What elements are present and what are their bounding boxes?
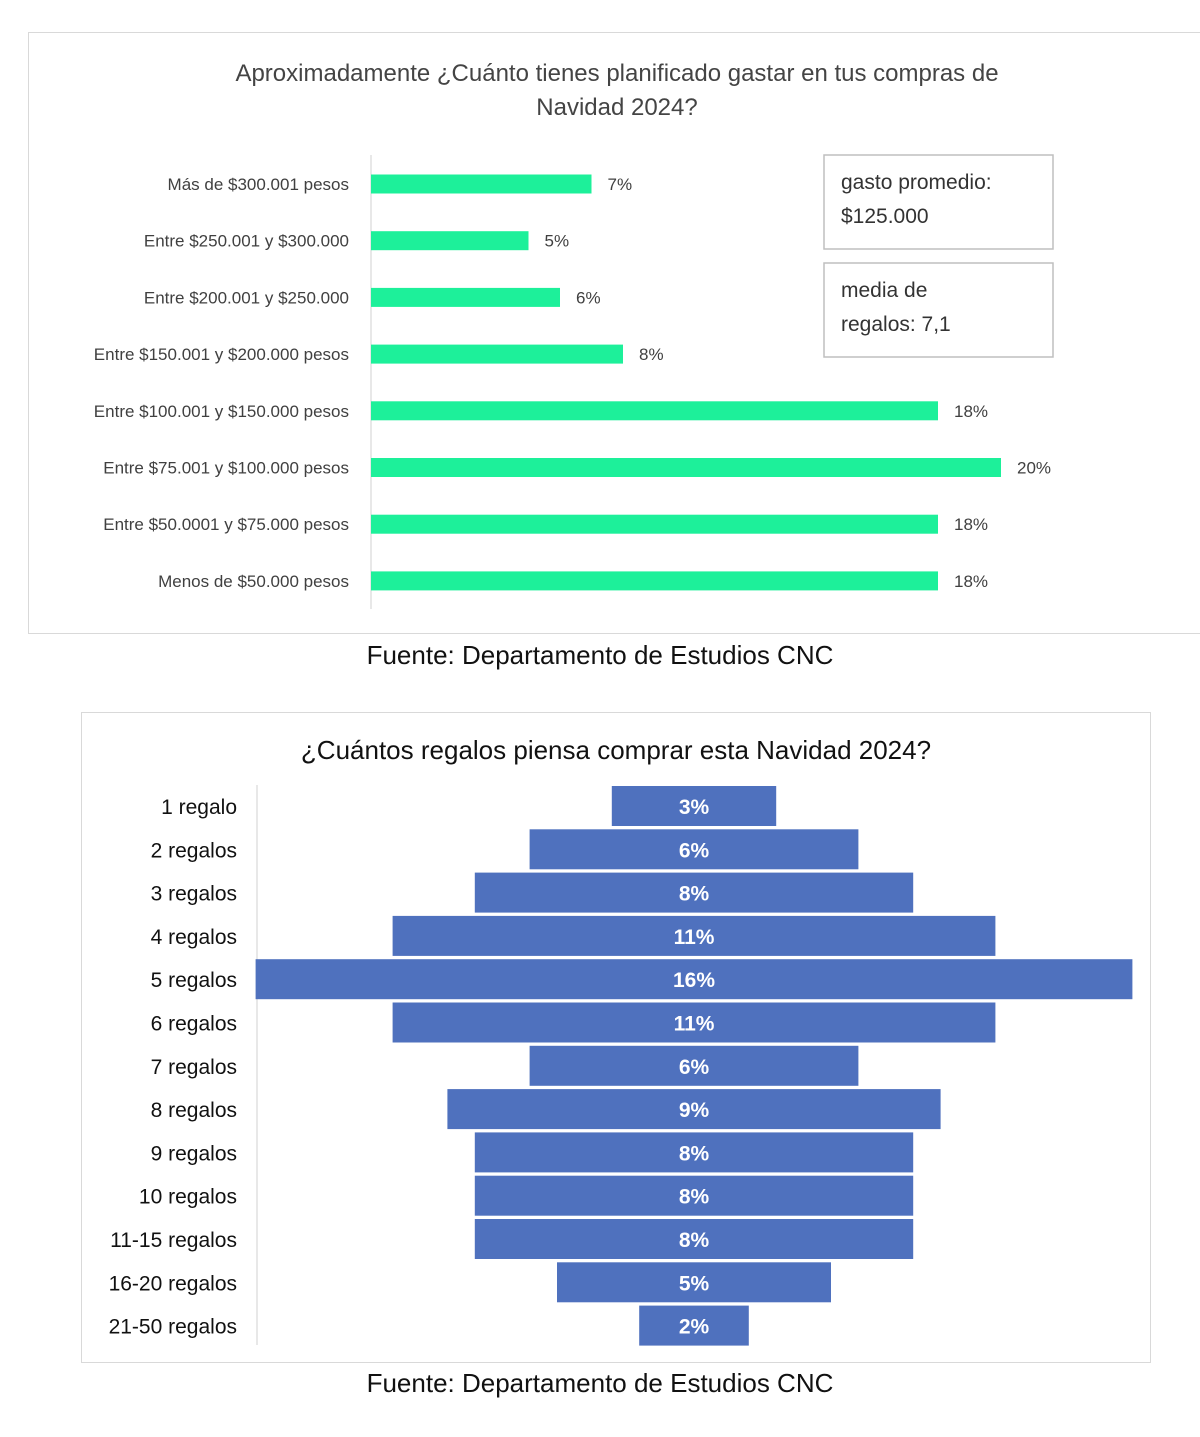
bar bbox=[474, 1219, 914, 1259]
bar bbox=[255, 959, 1133, 1000]
category-label: Entre $150.001 y $200.000 pesos bbox=[94, 345, 349, 364]
data-label: 9% bbox=[679, 1099, 710, 1122]
bar bbox=[639, 1305, 749, 1346]
annotation-box bbox=[823, 262, 1054, 358]
category-label: 5 regalos bbox=[151, 969, 237, 992]
bar bbox=[474, 1132, 914, 1173]
bar bbox=[557, 1262, 831, 1303]
category-label: Entre $50.0001 y $75.000 pesos bbox=[103, 515, 349, 534]
data-label: 7% bbox=[608, 175, 633, 194]
bar bbox=[529, 1045, 859, 1086]
data-label: 18% bbox=[954, 572, 988, 591]
bar bbox=[371, 231, 529, 251]
data-label: 8% bbox=[639, 345, 664, 364]
annotation-text: gasto promedio: bbox=[841, 171, 992, 194]
data-label: 18% bbox=[954, 402, 988, 421]
annotation-box bbox=[823, 154, 1054, 250]
bar bbox=[371, 174, 592, 194]
data-label: 5% bbox=[545, 232, 570, 251]
chart-title-line: Navidad 2024? bbox=[536, 94, 697, 121]
data-label: 16% bbox=[673, 969, 715, 992]
data-label: 8% bbox=[679, 1186, 710, 1209]
category-label: 8 regalos bbox=[151, 1099, 237, 1122]
category-label: Más de $300.001 pesos bbox=[168, 175, 349, 194]
category-label: 9 regalos bbox=[151, 1142, 237, 1165]
gifts-chart: ¿Cuántos regalos piensa comprar esta Nav… bbox=[109, 735, 1133, 1346]
chart-panel-spending: Aproximadamente ¿Cuánto tienes planifica… bbox=[28, 32, 1200, 634]
bar bbox=[371, 458, 1001, 477]
data-label: 3% bbox=[679, 796, 710, 819]
data-label: 11% bbox=[674, 926, 715, 949]
source-caption-1: Fuente: Departamento de Estudios CNC bbox=[366, 640, 834, 670]
category-label: 2 regalos bbox=[151, 839, 237, 862]
category-label: 3 regalos bbox=[151, 883, 237, 906]
chart-title: ¿Cuántos regalos piensa comprar esta Nav… bbox=[301, 735, 931, 765]
category-label: 6 regalos bbox=[151, 1013, 237, 1036]
bar bbox=[447, 1089, 941, 1130]
bar bbox=[529, 829, 859, 870]
chart-title-line: Aproximadamente ¿Cuánto tienes planifica… bbox=[235, 60, 998, 87]
data-label: 20% bbox=[1017, 459, 1051, 478]
bar bbox=[392, 1002, 996, 1043]
category-label: 7 regalos bbox=[151, 1056, 237, 1079]
category-label: 10 regalos bbox=[139, 1186, 237, 1209]
data-label: 2% bbox=[679, 1316, 710, 1339]
source-caption-2: Fuente: Departamento de Estudios CNC bbox=[366, 1368, 834, 1398]
annotation-text: $125.000 bbox=[841, 205, 929, 228]
bar bbox=[474, 1175, 914, 1216]
bar bbox=[474, 872, 914, 913]
category-label: Entre $200.001 y $250.000 bbox=[144, 288, 349, 307]
bar bbox=[371, 287, 560, 307]
data-label: 8% bbox=[679, 883, 710, 906]
category-label: Entre $100.001 y $150.000 pesos bbox=[94, 402, 349, 421]
data-label: 5% bbox=[679, 1272, 710, 1295]
category-label: 1 regalo bbox=[161, 796, 237, 819]
annotation-text: media de bbox=[841, 279, 927, 302]
data-label: 6% bbox=[679, 839, 710, 862]
category-label: Entre $75.001 y $100.000 pesos bbox=[103, 459, 349, 478]
data-label: 8% bbox=[679, 1229, 710, 1252]
category-label: 21-50 regalos bbox=[109, 1316, 237, 1339]
bar bbox=[371, 571, 938, 591]
data-label: 8% bbox=[679, 1142, 710, 1165]
category-label: 4 regalos bbox=[151, 926, 237, 949]
category-label: 16-20 regalos bbox=[109, 1272, 237, 1295]
data-label: 6% bbox=[576, 288, 601, 307]
chart-panel-gifts: ¿Cuántos regalos piensa comprar esta Nav… bbox=[81, 712, 1151, 1363]
data-label: 6% bbox=[679, 1056, 710, 1079]
bar bbox=[371, 401, 938, 421]
annotation-text: regalos: 7,1 bbox=[841, 313, 951, 336]
bar bbox=[371, 514, 938, 534]
bar bbox=[611, 786, 777, 826]
category-label: 11-15 regalos bbox=[110, 1229, 237, 1252]
bar bbox=[371, 344, 623, 364]
spending-chart: Aproximadamente ¿Cuánto tienes planifica… bbox=[94, 60, 1054, 609]
data-label: 11% bbox=[674, 1013, 715, 1036]
category-label: Entre $250.001 y $300.000 bbox=[144, 232, 349, 251]
data-label: 18% bbox=[954, 515, 988, 534]
bar bbox=[392, 915, 996, 956]
category-label: Menos de $50.000 pesos bbox=[158, 572, 349, 591]
